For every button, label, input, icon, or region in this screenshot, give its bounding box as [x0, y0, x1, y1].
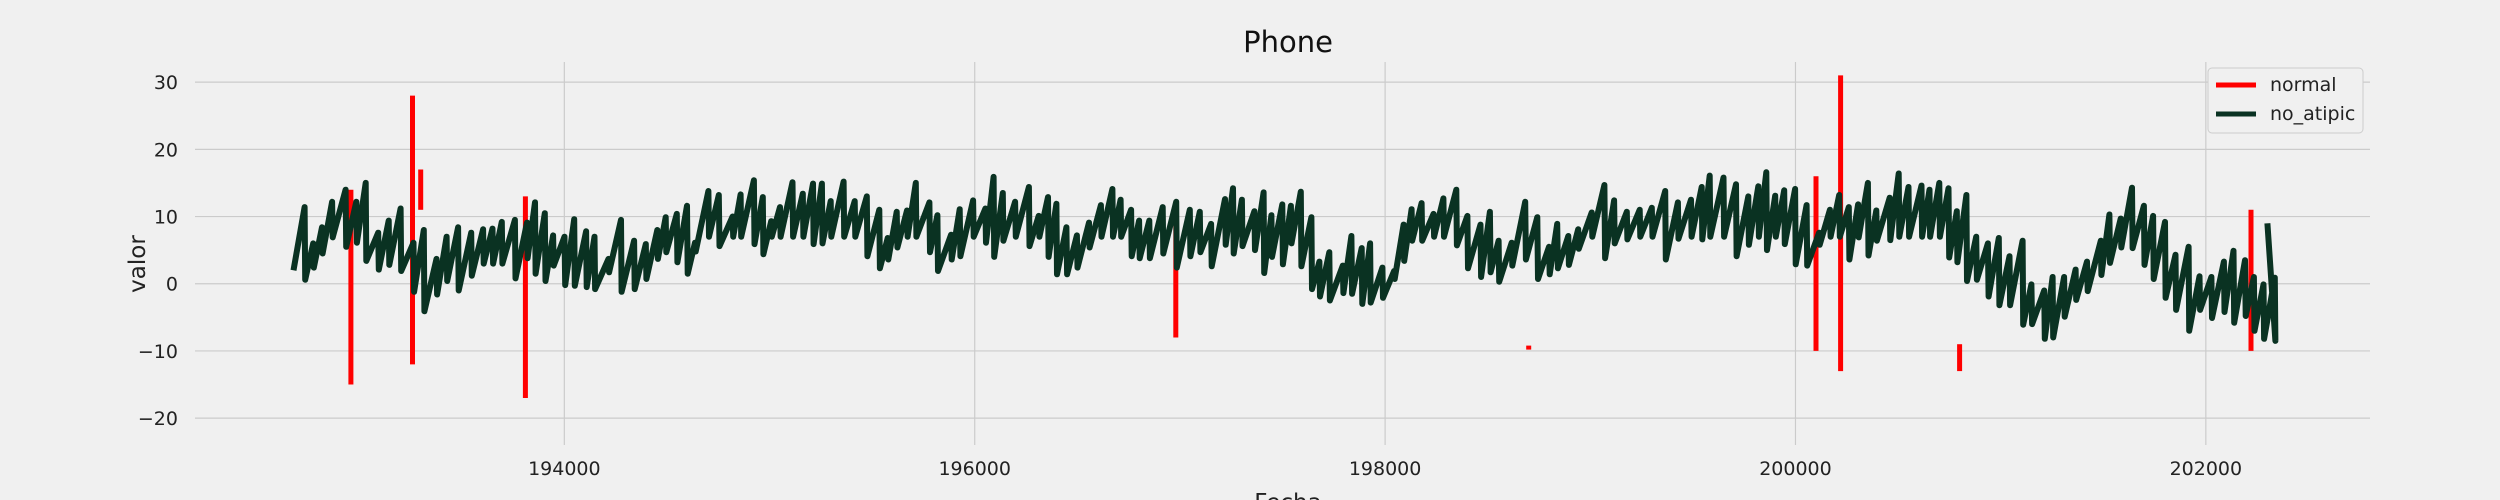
- tick-labels: 194000 196000 198000 200000 202000 −20 −10 0 10 2…: [138, 72, 2242, 480]
- y-tick-label: 30: [154, 72, 178, 94]
- series-layer: [290, 75, 2279, 398]
- x-tick-label: 200000: [1759, 458, 1832, 480]
- y-axis-label: valor: [125, 235, 151, 293]
- y-tick-label: 20: [154, 139, 178, 161]
- x-tick-label: 194000: [528, 458, 601, 480]
- chart-title: Phone: [1243, 25, 1333, 59]
- legend-label-no-atipic: no_atipic: [2270, 103, 2355, 125]
- legend: normal no_atipic: [2207, 67, 2364, 134]
- x-axis-label: Fecha: [1254, 490, 1321, 500]
- series-line-no-atipic: [290, 169, 2279, 344]
- y-tick-label: −10: [138, 341, 178, 363]
- grid: [195, 62, 2370, 445]
- y-tick-label: −20: [138, 408, 178, 430]
- x-tick-label: 202000: [2170, 458, 2243, 480]
- x-tick-label: 198000: [1349, 458, 1422, 480]
- x-tick-label: 196000: [938, 458, 1011, 480]
- y-tick-label: 0: [166, 274, 178, 296]
- legend-label-normal: normal: [2270, 74, 2337, 96]
- y-tick-label: 10: [154, 207, 178, 229]
- series-no-atipic: [290, 169, 2279, 344]
